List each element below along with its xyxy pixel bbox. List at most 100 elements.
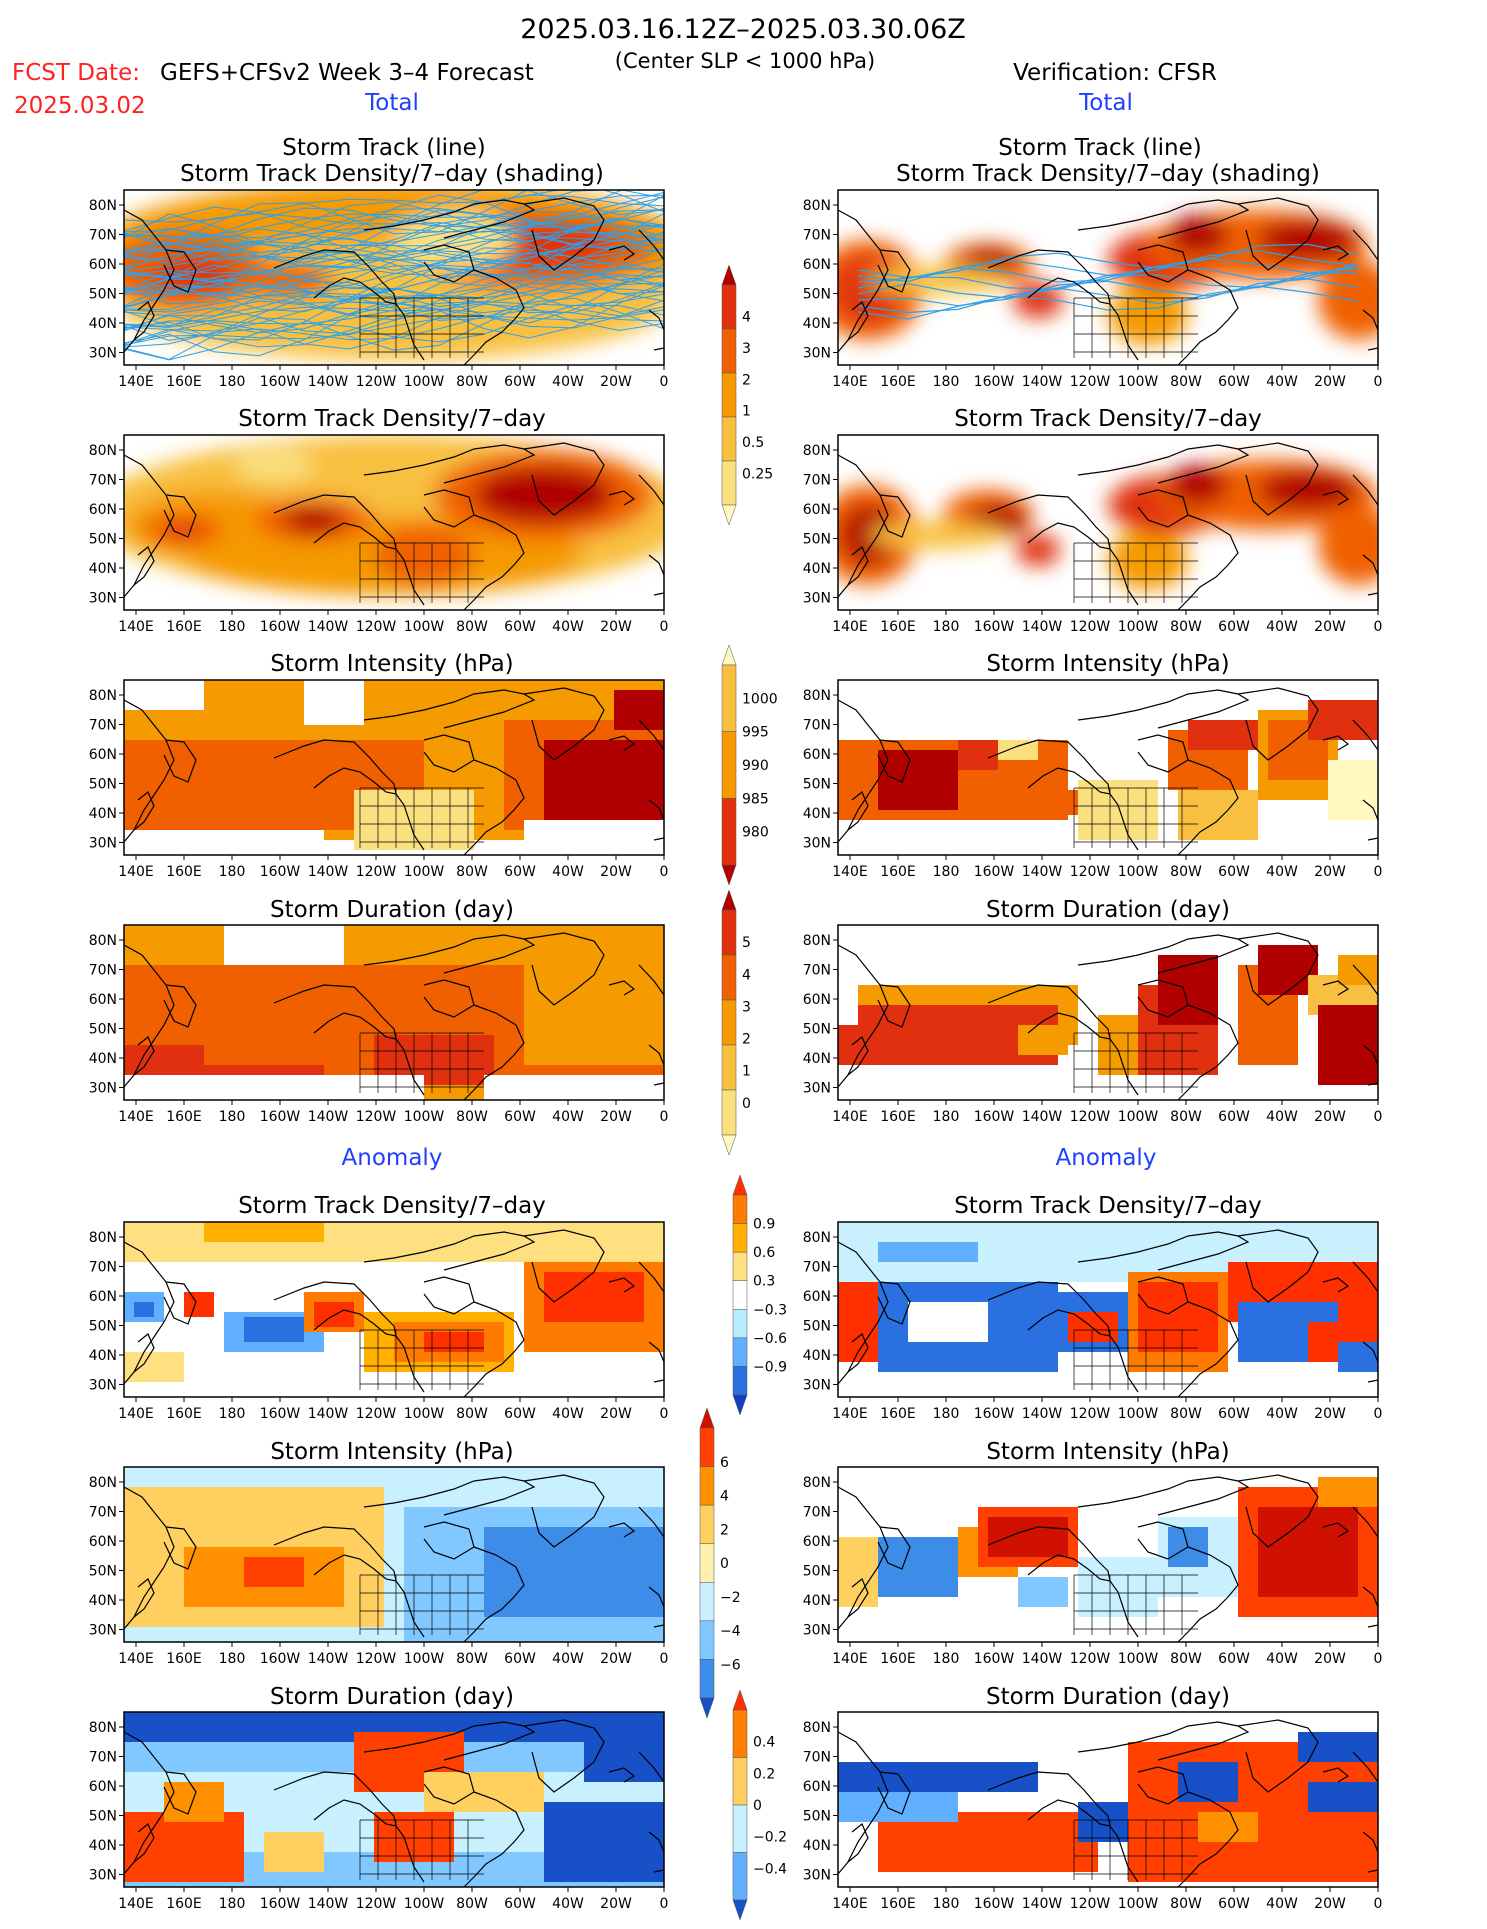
lon-tick-label: 100W <box>1118 619 1159 635</box>
title-track-shading-right: Storm Track Density/7–day (shading) <box>896 161 1320 187</box>
lon-tick-label: 140E <box>832 1406 868 1422</box>
criterion-label: (Center SLP < 1000 hPa) <box>615 49 875 73</box>
lon-tick-label: 140W <box>308 1651 349 1667</box>
lon-tick-label: 120W <box>356 1896 397 1912</box>
lon-tick-label: 80W <box>1170 619 1202 635</box>
colorbar-label: 0.5 <box>742 435 764 451</box>
map-duration-verification: 140E 160E 180 160W 140W 120W 100W 80W 60W 40W 20W 0… <box>803 924 1382 1125</box>
colorbar-label: −0.4 <box>753 1861 787 1877</box>
lon-tick-label: 160E <box>166 1406 202 1422</box>
lon-tick-label: 160W <box>974 1896 1015 1912</box>
lon-tick-label: 120W <box>1070 1406 1111 1422</box>
map-anom-duration-forecast: 140E 160E 180 160W 140W 120W 100W 80W 60W 40W 20W 0… <box>89 1711 669 1912</box>
lon-tick-label: 0 <box>660 864 669 880</box>
title-anom-intensity-right: Storm Intensity (hPa) <box>986 1439 1229 1465</box>
colorbar-label: 5 <box>742 935 751 951</box>
lon-tick-label: 0 <box>660 1651 669 1667</box>
lon-tick-label: 80W <box>456 1896 488 1912</box>
lat-tick-label: 60N <box>89 1289 117 1305</box>
map-density-verification: 140E 160E 180 160W 140W 120W 100W 80W 60W 40W 20W 0… <box>803 434 1383 635</box>
fcst-label: FCST Date: <box>12 60 140 86</box>
lat-tick-label: 50N <box>803 777 831 793</box>
lat-tick-label: 70N <box>803 1750 831 1766</box>
lon-tick-label: 20W <box>600 374 632 390</box>
lon-tick-label: 140E <box>118 1651 154 1667</box>
colorbar-segment <box>732 1194 748 1224</box>
lon-tick-label: 0 <box>1374 619 1383 635</box>
anomaly-label-left: Anomaly <box>342 1145 443 1171</box>
lat-tick-label: 80N <box>803 1475 831 1491</box>
colorbar-segment <box>721 798 737 866</box>
lon-tick-label: 180 <box>219 864 246 880</box>
colorbar-label: 0.6 <box>753 1245 775 1261</box>
lat-tick-label: 30N <box>803 346 831 362</box>
colorbar-label: 6 <box>720 1455 729 1471</box>
colorbar-segment <box>721 954 737 1001</box>
lon-tick-label: 20W <box>1314 1896 1346 1912</box>
lat-tick-label: 80N <box>89 688 117 704</box>
lon-tick-label: 180 <box>933 1896 960 1912</box>
lon-tick-label: 60W <box>504 619 536 635</box>
lat-tick-label: 30N <box>89 346 117 362</box>
map-anom-intensity-forecast: 140E 160E 180 160W 140W 120W 100W 80W 60W 40W 20W 0… <box>89 1466 669 1667</box>
verification-label: Verification: CFSR <box>1013 60 1217 86</box>
total-label-right: Total <box>1078 90 1133 116</box>
lon-tick-label: 180 <box>933 1406 960 1422</box>
lon-tick-label: 100W <box>404 1651 445 1667</box>
colorbar-segment <box>721 864 737 886</box>
lon-tick-label: 160E <box>880 1109 916 1125</box>
lon-tick-label: 120W <box>356 374 397 390</box>
lon-tick-label: 140E <box>118 374 154 390</box>
colorbar-total-intensity: 1000 995 990 985 980 <box>721 644 778 886</box>
map-track-verification: 140E 160E 180 160W 140W 120W 100W 80W 60W 40W 20W 0… <box>803 189 1382 390</box>
colorbar-label: 3 <box>742 999 751 1015</box>
lat-tick-label: 40N <box>89 806 117 822</box>
lat-tick-label: 40N <box>89 561 117 577</box>
anomaly-label-right: Anomaly <box>1056 1145 1157 1171</box>
lon-tick-label: 40W <box>1266 1109 1298 1125</box>
colorbar-segment <box>732 1337 748 1367</box>
lon-tick-label: 0 <box>1374 864 1383 880</box>
lat-tick-label: 60N <box>89 1779 117 1795</box>
lon-tick-label: 120W <box>356 1406 397 1422</box>
lon-tick-label: 120W <box>1070 864 1111 880</box>
colorbar-segment <box>721 264 737 286</box>
colorbar-label: 2 <box>742 1032 751 1048</box>
lat-tick-label: 50N <box>89 1022 117 1038</box>
lon-tick-label: 20W <box>600 1896 632 1912</box>
lat-tick-label: 70N <box>89 1260 117 1276</box>
lon-tick-label: 160E <box>166 619 202 635</box>
lon-tick-label: 120W <box>1070 1109 1111 1125</box>
colorbar-label: −0.6 <box>753 1331 787 1347</box>
lon-tick-label: 80W <box>456 1651 488 1667</box>
colorbar-segment <box>732 1174 748 1196</box>
lat-tick-label: 40N <box>803 1593 831 1609</box>
lon-tick-label: 100W <box>404 619 445 635</box>
lon-tick-label: 160E <box>166 1109 202 1125</box>
lon-tick-label: 0 <box>660 1896 669 1912</box>
lon-tick-label: 80W <box>456 619 488 635</box>
colorbar-label: 995 <box>742 725 769 741</box>
lon-tick-label: 140W <box>1022 1651 1063 1667</box>
colorbar-segment <box>699 1659 715 1699</box>
lon-tick-label: 40W <box>552 1406 584 1422</box>
colorbar-label: 0.25 <box>742 467 773 483</box>
colorbar-label: 0.2 <box>753 1766 775 1782</box>
lat-tick-label: 60N <box>803 1534 831 1550</box>
colorbar-segment <box>721 1089 737 1136</box>
lon-tick-label: 160W <box>974 1651 1015 1667</box>
lon-tick-label: 160E <box>166 1896 202 1912</box>
lon-tick-label: 160E <box>880 1896 916 1912</box>
lat-tick-label: 50N <box>89 532 117 548</box>
lat-tick-label: 40N <box>803 1051 831 1067</box>
lon-tick-label: 140W <box>1022 1109 1063 1125</box>
lat-tick-label: 50N <box>89 1809 117 1825</box>
lat-tick-label: 60N <box>89 502 117 518</box>
lon-tick-label: 0 <box>660 1406 669 1422</box>
lon-tick-label: 100W <box>1118 374 1159 390</box>
lon-tick-label: 100W <box>404 374 445 390</box>
lon-tick-label: 20W <box>1314 1406 1346 1422</box>
lat-tick-label: 80N <box>803 1720 831 1736</box>
lon-tick-label: 160W <box>260 619 301 635</box>
colorbar-label: 1 <box>742 404 751 420</box>
